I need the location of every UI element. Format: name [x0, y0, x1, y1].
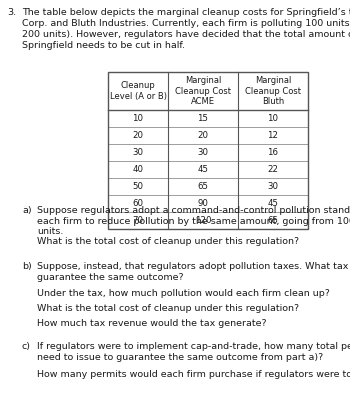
Text: 30: 30 [133, 148, 144, 157]
Text: need to issue to guarantee the same outcome from part a)?: need to issue to guarantee the same outc… [37, 353, 323, 361]
Text: Springfield needs to be cut in half.: Springfield needs to be cut in half. [22, 41, 185, 50]
Text: 90: 90 [197, 199, 209, 208]
Text: Suppose regulators adopt a command-and-control pollution standard that forces: Suppose regulators adopt a command-and-c… [37, 206, 350, 215]
Text: 120: 120 [195, 216, 211, 225]
Text: Cleanup
Level (A or B): Cleanup Level (A or B) [110, 81, 167, 101]
Text: How much tax revenue would the tax generate?: How much tax revenue would the tax gener… [37, 319, 267, 328]
Text: b): b) [22, 262, 32, 271]
Text: What is the total cost of cleanup under this regulation?: What is the total cost of cleanup under … [37, 237, 299, 246]
Text: 12: 12 [267, 131, 279, 140]
Text: 15: 15 [197, 114, 209, 123]
Text: 65: 65 [197, 182, 209, 191]
Text: 10: 10 [133, 114, 144, 123]
Text: 3.: 3. [7, 8, 16, 17]
Text: 30: 30 [267, 182, 279, 191]
Text: c): c) [22, 342, 31, 351]
Text: a): a) [22, 206, 32, 215]
Text: 30: 30 [197, 148, 209, 157]
Text: 60: 60 [133, 199, 144, 208]
Text: each firm to reduce pollution by the same amount, going from 100 units down to 5: each firm to reduce pollution by the sam… [37, 217, 350, 226]
Text: Corp. and Bluth Industries. Currently, each firm is polluting 100 units (for an : Corp. and Bluth Industries. Currently, e… [22, 19, 350, 28]
Text: The table below depicts the marginal cleanup costs for Springfield’s two pollute: The table below depicts the marginal cle… [22, 8, 350, 17]
Text: How many permits would each firm purchase if regulators were to auction them off: How many permits would each firm purchas… [37, 370, 350, 379]
Text: 200 units). However, regulators have decided that the total amount of pollution : 200 units). However, regulators have dec… [22, 30, 350, 39]
Text: 22: 22 [267, 165, 279, 174]
Text: What is the total cost of cleanup under this regulation?: What is the total cost of cleanup under … [37, 304, 299, 313]
Text: 20: 20 [133, 131, 144, 140]
Text: 70: 70 [133, 216, 144, 225]
Text: 45: 45 [197, 165, 209, 174]
Text: Marginal
Cleanup Cost
ACME: Marginal Cleanup Cost ACME [175, 76, 231, 106]
Text: 45: 45 [267, 199, 279, 208]
Text: guarantee the same outcome?: guarantee the same outcome? [37, 273, 184, 281]
Text: units.: units. [37, 227, 63, 236]
Text: 10: 10 [267, 114, 279, 123]
Text: If regulators were to implement cap-and-trade, how many total permits would they: If regulators were to implement cap-and-… [37, 342, 350, 351]
Bar [108, 72, 308, 229]
Text: 40: 40 [133, 165, 144, 174]
Text: Suppose, instead, that regulators adopt pollution taxes. What tax level would: Suppose, instead, that regulators adopt … [37, 262, 350, 271]
Text: 16: 16 [267, 148, 279, 157]
Text: Marginal
Cleanup Cost
Bluth: Marginal Cleanup Cost Bluth [245, 76, 301, 106]
Text: 50: 50 [133, 182, 144, 191]
Text: 20: 20 [197, 131, 209, 140]
Text: Under the tax, how much pollution would each firm clean up?: Under the tax, how much pollution would … [37, 289, 330, 298]
Text: 65: 65 [267, 216, 279, 225]
